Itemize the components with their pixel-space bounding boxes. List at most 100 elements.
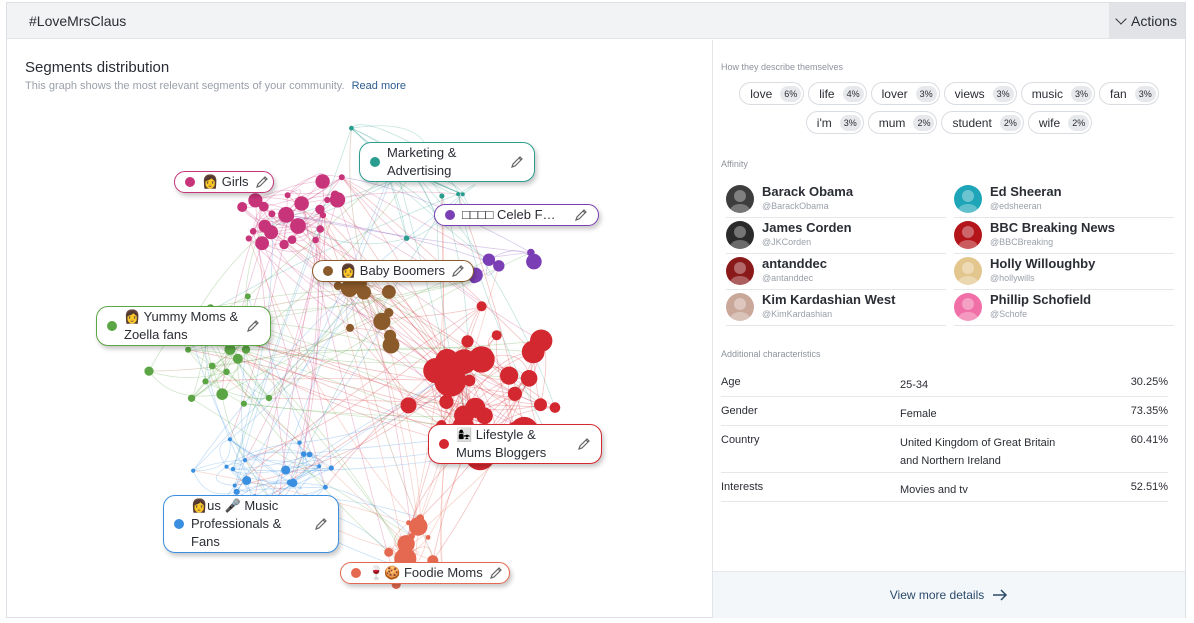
segments-graph: [144, 124, 561, 590]
characteristic-pct: 52.51%: [1130, 481, 1168, 493]
view-more-details-button[interactable]: View more details: [713, 571, 1185, 618]
segment-color-dot: [445, 210, 455, 220]
characteristic-value: 25-34: [900, 379, 929, 391]
graph-node: [346, 323, 354, 332]
read-more-link[interactable]: Read more: [351, 80, 407, 92]
graph-edge: [221, 394, 271, 501]
segment-label-yummy[interactable]: 👩 Yummy Moms & Zoella fans: [96, 306, 271, 346]
describe-tag[interactable]: mum 2%: [867, 111, 938, 134]
graph-node: [264, 225, 279, 240]
graph-node: [316, 225, 325, 233]
pencil-icon[interactable]: [314, 517, 328, 531]
graph-node: [324, 196, 331, 204]
segment-label-music[interactable]: 👩us 🎤 Music Professionals & Fans: [163, 495, 339, 553]
view-more-label: View more details: [889, 588, 985, 602]
segment-label-boomers[interactable]: 👩 Baby Boomers: [312, 260, 474, 282]
affinity-item[interactable]: Holly Willoughby @hollywills: [954, 254, 1174, 290]
describe-tag[interactable]: music 3%: [1020, 82, 1096, 105]
graph-edge: [148, 370, 223, 397]
segment-label-marketing[interactable]: Marketing & Advertising: [359, 142, 535, 182]
describe-tags-row-2: i'm 3% mum 2% student 2% wife 2%: [721, 111, 1177, 134]
segment-label-celeb[interactable]: □□□□ Celeb F…: [434, 204, 599, 226]
graph-edge: [286, 214, 531, 253]
graph-edge: [301, 191, 459, 204]
graph-node: [249, 228, 257, 235]
segment-label-girls[interactable]: 👩 Girls: [174, 171, 274, 193]
segment-label-text: 👩‍👧 Lifestyle & Mums Bloggers: [456, 427, 547, 460]
graph-node: [233, 488, 240, 495]
graph-edge: [148, 312, 389, 372]
pencil-icon[interactable]: [574, 208, 588, 222]
graph-node: [224, 343, 236, 355]
pencil-icon[interactable]: [451, 264, 465, 278]
graph-node: [268, 210, 276, 218]
graph-edge: [388, 176, 407, 239]
affinity-item[interactable]: antanddec @antanddec: [726, 254, 946, 290]
pencil-icon[interactable]: [577, 437, 591, 451]
segment-color-dot: [351, 568, 361, 578]
graph-edge: [193, 439, 231, 472]
graph-edge: [349, 288, 444, 581]
affinity-item[interactable]: Phillip Schofield @Schofe: [954, 290, 1174, 326]
affinity-item[interactable]: BBC Breaking News @BBCBreaking: [954, 218, 1174, 254]
describe-tag[interactable]: love 6%: [739, 82, 805, 105]
describe-tag[interactable]: life 4%: [808, 82, 867, 105]
graph-edge: [248, 238, 550, 441]
describe-tag[interactable]: lover 3%: [870, 82, 940, 105]
graph-node: [241, 345, 251, 354]
pencil-icon[interactable]: [510, 155, 524, 169]
graph-node: [397, 535, 415, 553]
avatar: [954, 293, 982, 321]
characteristic-key: Country: [721, 434, 760, 446]
graph-edge: [248, 238, 419, 527]
graph-node: [265, 394, 273, 402]
graph-edge: [322, 215, 409, 406]
graph-edge: [380, 305, 482, 320]
graph-edge: [226, 466, 256, 497]
tag-word: mum: [878, 115, 906, 130]
actions-button[interactable]: Actions: [1109, 3, 1185, 39]
graph-edge: [148, 370, 227, 379]
describe-tag[interactable]: fan 3%: [1099, 82, 1159, 105]
graph-node: [454, 405, 474, 426]
affinity-item[interactable]: Kim Kardashian West @KimKardashian: [726, 290, 946, 326]
graph-edge: [337, 199, 416, 566]
describe-tag[interactable]: wife 2%: [1027, 111, 1093, 134]
graph-node: [534, 398, 547, 412]
describe-tag[interactable]: student 2%: [941, 111, 1024, 134]
affinity-item[interactable]: James Corden @JKCorden: [726, 218, 946, 254]
graph-edge: [236, 176, 389, 493]
graph-node: [406, 520, 412, 526]
graph-node: [224, 464, 229, 469]
graph-edge: [248, 176, 343, 239]
segment-label-foodie[interactable]: 🍷🍪 Foodie Moms: [340, 562, 510, 584]
affinity-item[interactable]: Ed Sheeran @edsheeran: [954, 182, 1174, 218]
affinity-handle: @KimKardashian: [762, 309, 833, 319]
describe-tag[interactable]: i'm 3%: [805, 111, 864, 134]
characteristic-pct: 60.41%: [1130, 434, 1168, 446]
graph-edge: [232, 468, 249, 493]
pencil-icon[interactable]: [246, 319, 260, 333]
tag-word: fan: [1110, 86, 1127, 101]
graph-edge: [289, 217, 438, 483]
graph-node: [248, 193, 263, 208]
graph-edge: [192, 470, 237, 495]
graph-node: [315, 204, 325, 215]
graph-node: [549, 402, 561, 413]
describe-tag[interactable]: views 3%: [943, 82, 1017, 105]
graph-node: [425, 535, 431, 540]
affinity-handle: @BBCBreaking: [990, 237, 1054, 247]
graph-node: [338, 174, 345, 181]
characteristic-pct: 73.35%: [1130, 405, 1168, 417]
segments-panel: Segments distribution This graph shows t…: [7, 40, 712, 618]
characteristic-value: United Kingdom of Great Britain and Nort…: [900, 437, 1056, 467]
tag-word: lover: [881, 86, 908, 101]
pencil-icon[interactable]: [489, 566, 503, 580]
graph-edge: [205, 378, 451, 382]
affinity-item[interactable]: Barack Obama @BarackObama: [726, 182, 946, 218]
graph-node: [306, 451, 313, 458]
segment-label-lifestyle[interactable]: 👩‍👧 Lifestyle & Mums Bloggers: [428, 424, 602, 464]
graph-edge: [205, 340, 226, 384]
affinity-name: Phillip Schofield: [990, 292, 1092, 307]
pencil-icon[interactable]: [255, 175, 269, 189]
